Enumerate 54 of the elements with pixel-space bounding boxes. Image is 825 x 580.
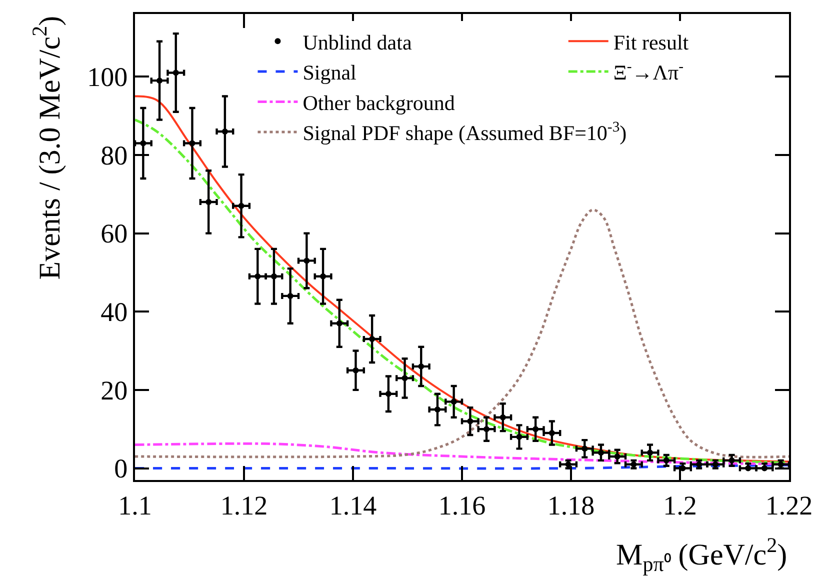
point (189, 140, 196, 146)
point (614, 454, 620, 460)
point (548, 430, 555, 436)
point (500, 414, 506, 420)
x-tick-label: 1.18 (547, 490, 595, 520)
y-tick-label: 60 (100, 218, 128, 249)
point (254, 273, 261, 280)
point (434, 406, 440, 413)
point (728, 457, 735, 464)
point (418, 363, 424, 370)
point (172, 70, 179, 76)
legend-label: Signal (302, 60, 357, 85)
point (484, 426, 490, 432)
y-tick-label: 100 (87, 62, 128, 92)
point (336, 320, 342, 326)
x-tick-label: 1.12 (220, 490, 268, 520)
point (369, 336, 376, 342)
point (450, 398, 457, 405)
point (287, 292, 294, 299)
y-tick-label: 0 (114, 454, 128, 484)
y-tick-label: 80 (100, 140, 128, 170)
point (663, 457, 670, 464)
x-tick-label: 1.1 (118, 490, 152, 520)
y-tick-label: 20 (100, 375, 128, 406)
point (516, 434, 522, 440)
point (270, 273, 277, 280)
legend-label: Ξ$^{-}$→Λπ$^{-}$ (613, 58, 684, 85)
point (402, 375, 408, 382)
point (385, 390, 392, 397)
y-tick-label: 40 (100, 297, 128, 328)
point (532, 426, 539, 432)
x-tick-label: 1.16 (438, 490, 486, 520)
point (140, 140, 146, 146)
point (598, 450, 604, 456)
point (320, 273, 326, 280)
legend-label: Other background (302, 90, 456, 115)
legend-label: Signal PDF shape (Assumed BF=10$^{-3}$) (302, 119, 627, 146)
point (222, 128, 228, 134)
point (304, 258, 310, 264)
legend-label: Fit result (613, 30, 689, 54)
point (238, 202, 244, 209)
x-axis-title: M$_{pπ⁰}$ (GeV/c$^{2}$) (616, 533, 788, 576)
point (156, 78, 163, 84)
x-tick-label: 1.2 (663, 490, 697, 520)
point (647, 450, 654, 456)
point (761, 465, 768, 472)
legend-label: Unblind data (302, 30, 412, 54)
x-tick-label: 1.14 (329, 490, 378, 520)
point (467, 418, 474, 424)
point (582, 446, 588, 452)
point (206, 198, 212, 205)
point (745, 465, 752, 472)
point (352, 367, 359, 374)
x-tick-label: 1.22 (765, 490, 813, 520)
